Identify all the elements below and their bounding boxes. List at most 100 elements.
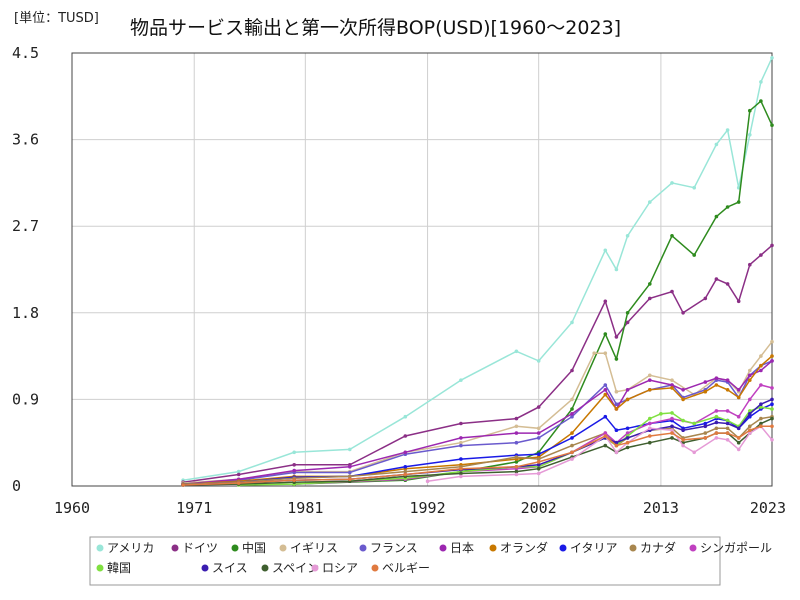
data-point bbox=[459, 436, 463, 440]
data-point bbox=[736, 200, 741, 204]
data-point bbox=[703, 436, 708, 440]
data-point bbox=[625, 311, 630, 315]
data-point bbox=[614, 357, 619, 361]
data-point bbox=[536, 436, 541, 440]
data-point bbox=[459, 474, 463, 479]
data-point bbox=[703, 380, 708, 384]
data-point bbox=[714, 383, 719, 387]
data-point bbox=[725, 282, 730, 286]
legend-marker bbox=[279, 544, 287, 552]
data-point bbox=[770, 123, 774, 127]
legend-label: ドイツ bbox=[182, 541, 218, 555]
data-point bbox=[570, 407, 574, 411]
data-point bbox=[681, 311, 685, 315]
data-point bbox=[748, 108, 752, 113]
data-point bbox=[759, 402, 763, 407]
legend-label: アメリカ bbox=[107, 541, 154, 555]
legend-item: カナダ bbox=[629, 540, 676, 555]
data-point bbox=[759, 424, 763, 429]
data-point bbox=[292, 468, 297, 473]
x-tick-label: 2023 bbox=[750, 499, 786, 517]
data-point bbox=[536, 471, 541, 476]
data-point bbox=[759, 421, 763, 426]
data-point bbox=[625, 431, 630, 435]
data-point bbox=[625, 445, 630, 450]
legend-marker bbox=[96, 564, 104, 572]
y-tick-label: 1.8 bbox=[12, 304, 39, 322]
data-point bbox=[703, 296, 708, 301]
legend-item: スペイン bbox=[261, 561, 319, 575]
data-point bbox=[759, 354, 763, 358]
data-point bbox=[292, 450, 297, 455]
data-point bbox=[348, 474, 352, 479]
data-point bbox=[570, 414, 574, 419]
data-point bbox=[703, 389, 708, 394]
series-5 bbox=[181, 359, 774, 486]
data-point bbox=[714, 436, 719, 440]
data-point bbox=[625, 320, 630, 325]
data-point bbox=[714, 431, 719, 435]
legend-label: オランダ bbox=[500, 540, 548, 555]
data-point bbox=[403, 465, 408, 469]
series-6 bbox=[181, 354, 774, 486]
legend-label: イタリア bbox=[570, 541, 618, 555]
data-point bbox=[670, 416, 674, 421]
data-point bbox=[770, 354, 774, 358]
data-point bbox=[536, 466, 541, 471]
data-point bbox=[603, 431, 608, 435]
data-point bbox=[670, 289, 674, 294]
legend-marker bbox=[559, 544, 567, 552]
legend-label: スペイン bbox=[272, 561, 319, 575]
data-point bbox=[648, 426, 652, 431]
series-line bbox=[427, 425, 773, 482]
data-point bbox=[681, 428, 685, 433]
data-point bbox=[692, 421, 696, 426]
plot-frame bbox=[71, 52, 773, 487]
data-point bbox=[625, 234, 630, 238]
data-point bbox=[514, 472, 519, 477]
grid-lines bbox=[72, 53, 772, 486]
axis-tick-labels: 0 0.9 1.8 2.7 3.6 4.5 1960 1971 1981 1992 2002 2013… bbox=[12, 44, 786, 517]
data-point bbox=[570, 431, 574, 435]
data-point bbox=[514, 455, 519, 459]
legend-item: フランス bbox=[359, 541, 418, 555]
data-point bbox=[670, 181, 674, 185]
legend-item: スイス bbox=[201, 561, 248, 575]
data-point bbox=[770, 424, 774, 429]
data-point bbox=[725, 438, 730, 442]
data-point bbox=[725, 205, 730, 209]
data-point bbox=[714, 414, 719, 419]
data-point bbox=[603, 299, 608, 304]
legend-item: シンガポール bbox=[689, 541, 772, 555]
data-point bbox=[403, 472, 408, 477]
legend-item: 中国 bbox=[231, 540, 266, 555]
legend-label: カナダ bbox=[640, 540, 676, 555]
data-point bbox=[570, 412, 574, 416]
data-point bbox=[614, 389, 619, 394]
data-point bbox=[736, 414, 741, 419]
data-point bbox=[670, 234, 674, 238]
data-point bbox=[514, 416, 519, 421]
data-point bbox=[536, 457, 541, 461]
data-point bbox=[736, 395, 741, 400]
data-point bbox=[614, 267, 619, 272]
data-point bbox=[181, 483, 185, 487]
series-line bbox=[182, 57, 773, 481]
data-point bbox=[714, 214, 719, 219]
data-point bbox=[670, 383, 674, 387]
data-point bbox=[614, 402, 619, 407]
data-point bbox=[625, 426, 630, 431]
series-line bbox=[238, 406, 773, 486]
data-point bbox=[725, 388, 730, 392]
data-point bbox=[725, 409, 730, 413]
data-point bbox=[748, 262, 752, 267]
data-point bbox=[759, 253, 763, 257]
series-line bbox=[294, 99, 773, 485]
legend-label: シンガポール bbox=[700, 541, 772, 555]
data-point bbox=[570, 450, 574, 455]
series-layer bbox=[181, 56, 774, 487]
legend-item: ドイツ bbox=[171, 541, 218, 555]
legend-item: アメリカ bbox=[96, 541, 154, 555]
data-point bbox=[614, 428, 619, 433]
